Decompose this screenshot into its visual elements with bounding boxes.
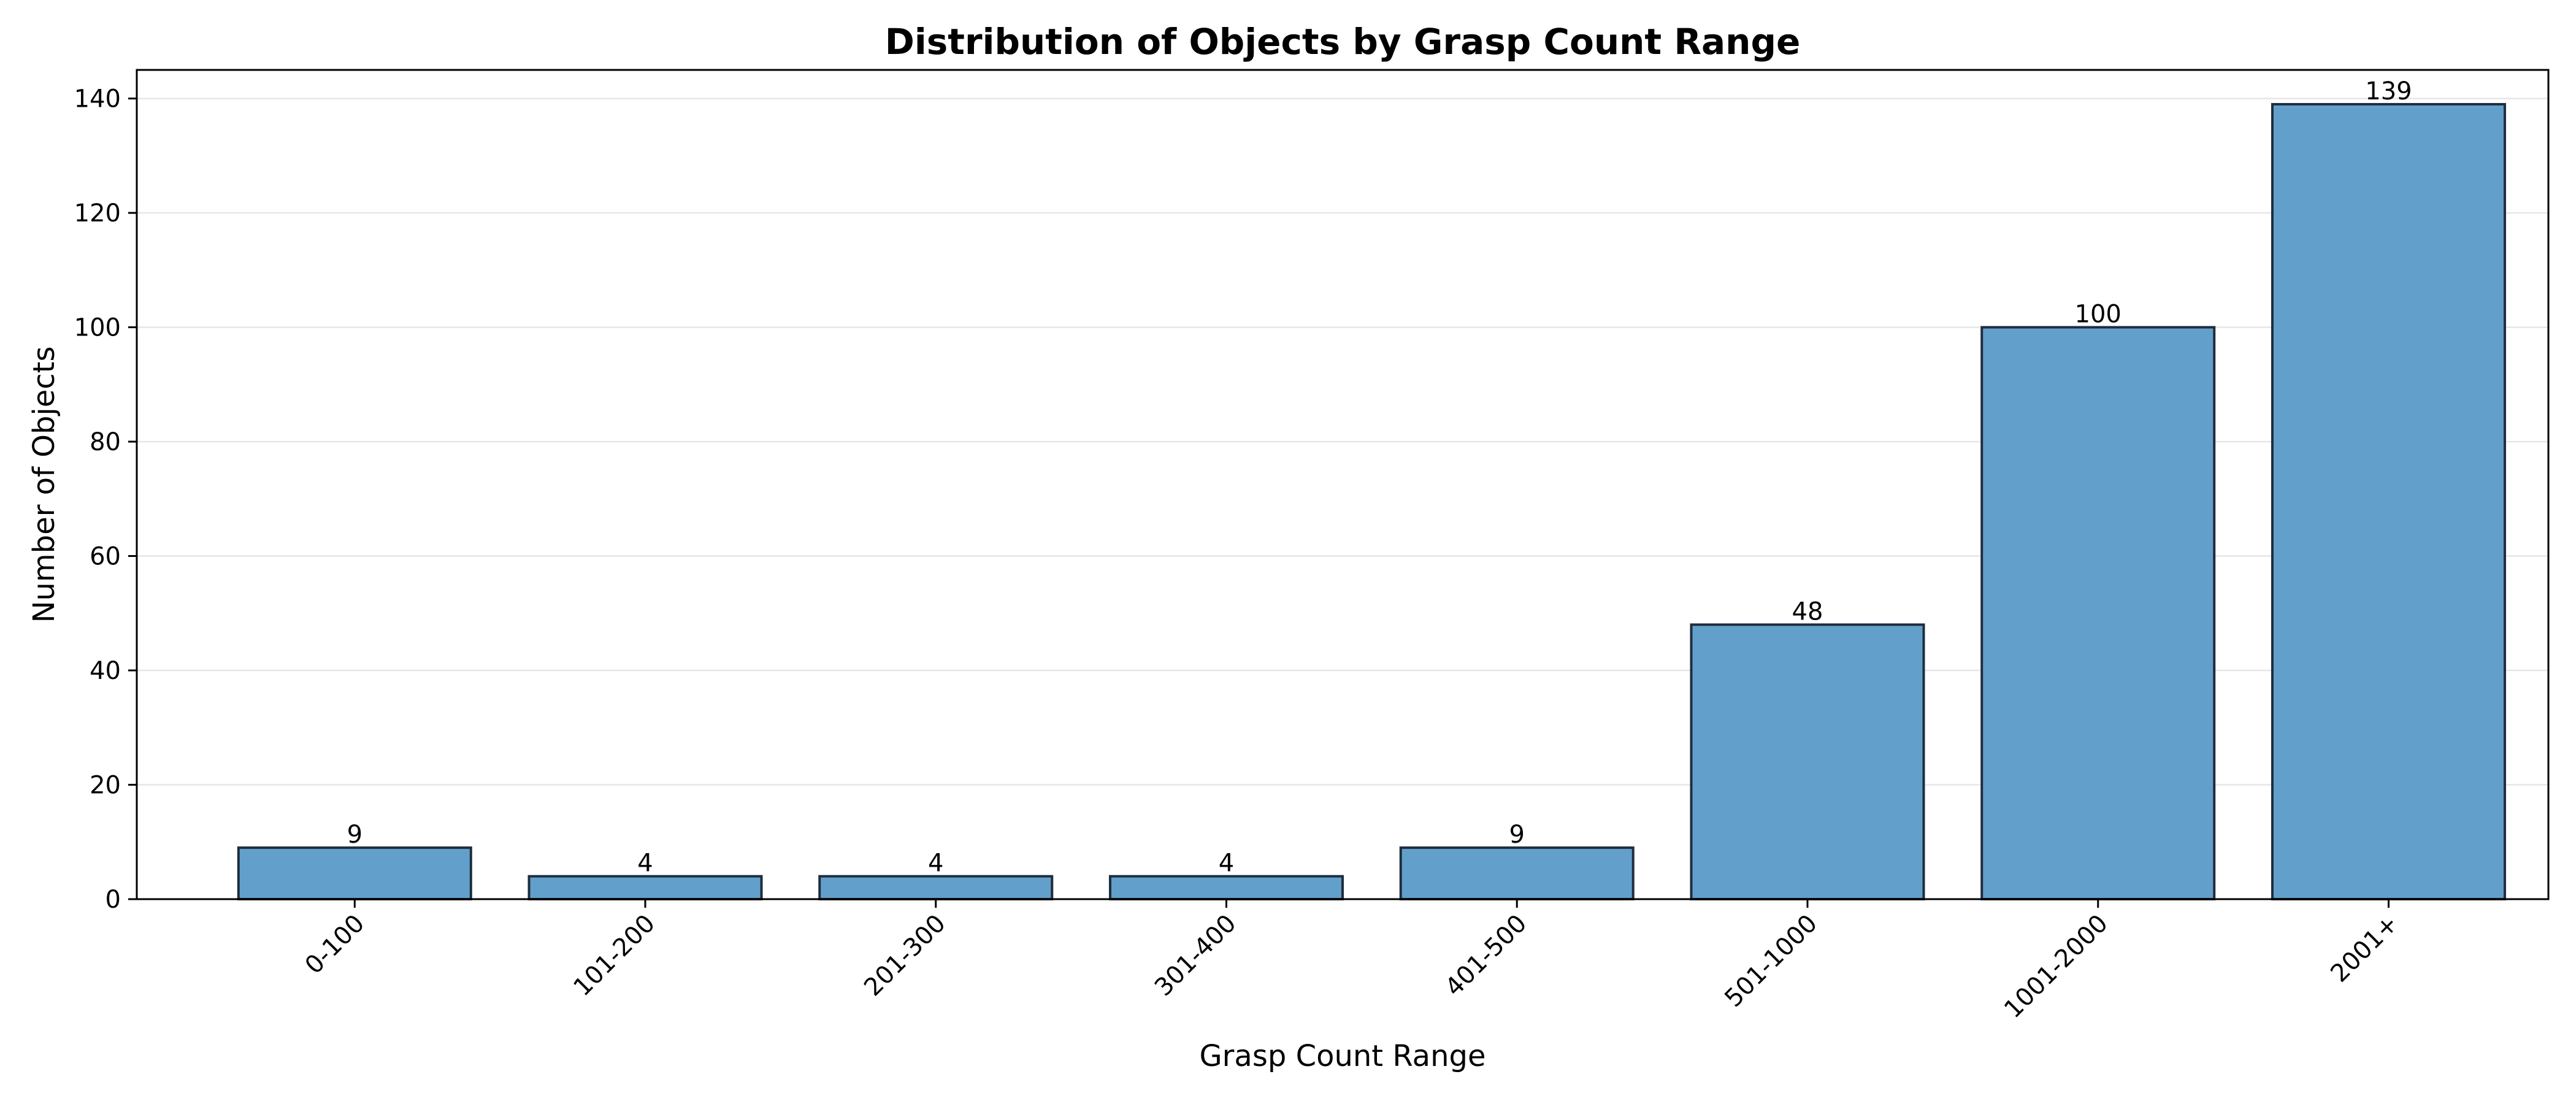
x-tick-label: 401-500 <box>1440 910 1533 1002</box>
data-label: 9 <box>1509 821 1525 849</box>
grid-lines <box>137 98 2548 786</box>
x-tick-label: 1001-2000 <box>1999 910 2114 1024</box>
x-tick-label: 0-100 <box>300 910 370 980</box>
data-label: 4 <box>637 849 653 878</box>
data-labels: 9 4 4 4 9 48 100 139 <box>347 77 2412 878</box>
bar-2001+ <box>2271 102 2506 900</box>
x-axis-ticks: 0-100 101-200 201-300 301-400 401-500 501-100… <box>300 899 2404 1024</box>
data-label: 4 <box>1219 849 1234 878</box>
bar-501-1000 <box>1690 623 1925 901</box>
y-tick-label: 60 <box>90 543 121 571</box>
x-tick-label: 2001+ <box>2325 910 2404 988</box>
y-axis-title: Number of Objects <box>27 347 61 623</box>
y-tick-label: 100 <box>74 314 121 342</box>
data-label: 100 <box>2075 301 2122 329</box>
y-tick-label: 40 <box>90 657 121 685</box>
y-tick-label: 140 <box>74 85 121 113</box>
bars <box>237 102 2506 901</box>
y-tick-label: 80 <box>90 428 121 456</box>
bar-201-300 <box>818 875 1054 901</box>
y-axis-ticks: 0 20 40 60 80 100 120 140 <box>74 85 137 914</box>
data-label: 4 <box>928 849 943 878</box>
chart-title: Distribution of Objects by Grasp Count R… <box>885 21 1801 63</box>
data-label: 139 <box>2365 77 2412 105</box>
x-tick-label: 301-400 <box>1149 910 1242 1002</box>
y-tick-label: 120 <box>74 199 121 228</box>
y-tick-label: 0 <box>105 886 121 914</box>
bar-401-500 <box>1399 846 1635 901</box>
x-tick-label: 501-1000 <box>1719 910 1823 1013</box>
data-label: 9 <box>347 821 362 849</box>
x-tick-label: 101-200 <box>568 910 661 1002</box>
x-axis-title: Grasp Count Range <box>1199 1039 1485 1073</box>
bar-1001-2000 <box>1980 326 2216 900</box>
x-tick-label: 201-300 <box>859 910 951 1002</box>
data-label: 48 <box>1792 597 1823 626</box>
bar-0-100 <box>237 846 472 901</box>
bar-301-400 <box>1109 875 1344 901</box>
bar-101-200 <box>527 875 763 901</box>
plot-area-frame <box>136 69 2550 900</box>
y-tick-label: 20 <box>90 772 121 800</box>
